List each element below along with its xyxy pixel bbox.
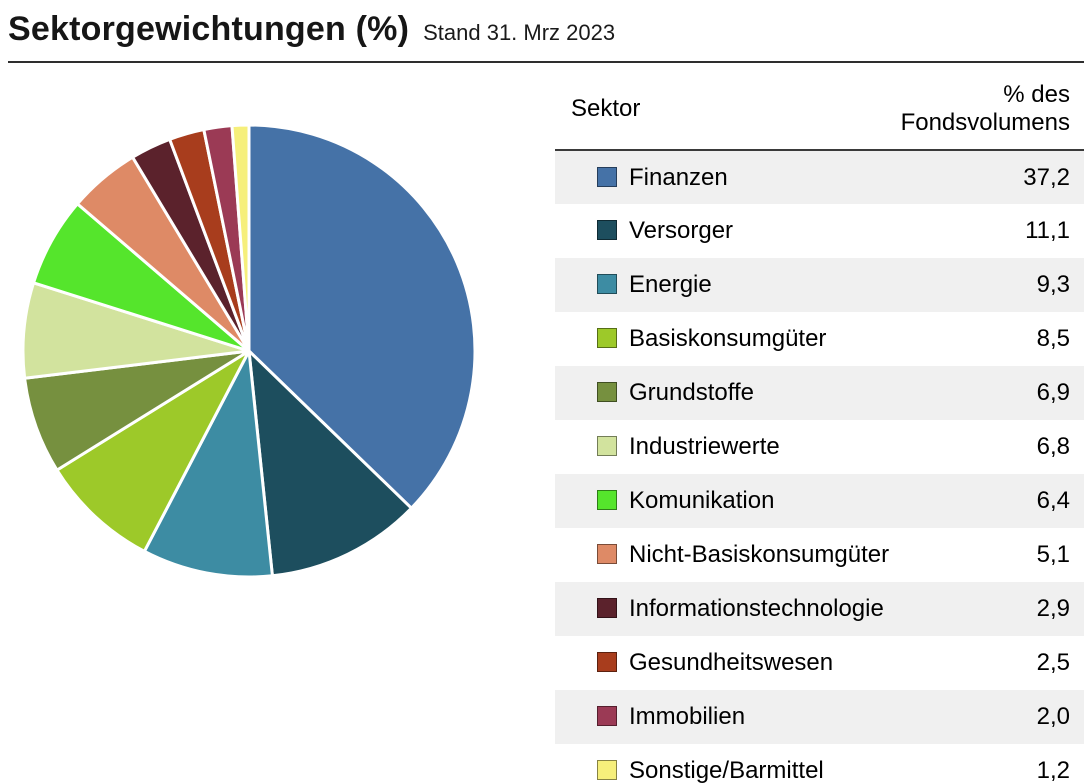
sector-value: 6,4 — [1036, 487, 1070, 514]
table-row: Komunikation 6,4 — [555, 474, 1084, 528]
page-subtitle: Stand 31. Mrz 2023 — [423, 20, 616, 45]
header-divider — [8, 61, 1084, 63]
legend-swatch — [597, 328, 617, 348]
sector-value: 2,0 — [1036, 703, 1070, 730]
sector-value: 5,1 — [1036, 541, 1070, 568]
sector-cell: Komunikation — [555, 474, 890, 528]
legend-swatch — [597, 652, 617, 672]
sector-name: Sonstige/Barmittel — [629, 757, 824, 783]
sector-name: Basiskonsumgüter — [629, 325, 827, 352]
table-row: Versorger 11,1 — [555, 204, 1084, 258]
sector-table-head: Sektor % des Fondsvolumens — [555, 80, 1084, 151]
sector-value: 6,8 — [1036, 433, 1070, 460]
table-row: Basiskonsumgüter 8,5 — [555, 312, 1084, 366]
pie-slice — [142, 349, 274, 579]
page-header: Sektorgewichtungen (%) Stand 31. Mrz 202… — [0, 0, 1084, 63]
sector-cell: Informationstechnologie — [555, 582, 890, 636]
legend-swatch — [597, 274, 617, 294]
sector-cell: Finanzen — [555, 150, 890, 204]
sector-name: Energie — [629, 271, 712, 298]
legend-swatch — [597, 220, 617, 240]
sector-cell: Energie — [555, 258, 890, 312]
sector-cell: Versorger — [555, 204, 890, 258]
sector-name: Komunikation — [629, 487, 775, 514]
legend-swatch — [597, 490, 617, 510]
pie-chart-container — [14, 116, 484, 586]
sector-value: 37,2 — [1023, 163, 1070, 191]
table-row: Immobilien 2,0 — [555, 690, 1084, 744]
pie-slice — [55, 349, 251, 553]
sector-value: 9,3 — [1036, 271, 1070, 298]
sector-table-container: Sektor % des Fondsvolumens Finanzen 37,2 V… — [555, 80, 1084, 783]
sector-name: Industriewerte — [629, 433, 780, 460]
sector-cell: Sonstige/Barmittel — [555, 744, 890, 783]
header-row: Sektor % des Fondsvolumens — [555, 80, 1084, 151]
sector-cell: Gesundheitswesen — [555, 636, 890, 690]
table-row: Grundstoffe 6,9 — [555, 366, 1084, 420]
legend-swatch — [597, 544, 617, 564]
table-row: Industriewerte 6,8 — [555, 420, 1084, 474]
sector-value: 2,9 — [1036, 595, 1070, 622]
table-row: Nicht-Basiskonsumgüter 5,1 — [555, 528, 1084, 582]
sector-table-body: Finanzen 37,2 Versorger 11,1 Energie 9,3 Basis… — [555, 150, 1084, 783]
sector-value: 2,5 — [1036, 649, 1070, 676]
table-row: Sonstige/Barmittel 1,2 — [555, 744, 1084, 783]
sector-name: Finanzen — [629, 163, 728, 191]
legend-swatch — [597, 706, 617, 726]
sector-cell: Immobilien — [555, 690, 890, 744]
sector-cell: Basiskonsumgüter — [555, 312, 890, 366]
legend-swatch — [597, 598, 617, 618]
legend-swatch — [597, 382, 617, 402]
sector-name: Informationstechnologie — [629, 595, 884, 622]
table-row: Energie 9,3 — [555, 258, 1084, 312]
legend-swatch — [597, 760, 617, 780]
sector-value: 6,9 — [1036, 379, 1070, 406]
sector-name: Grundstoffe — [629, 379, 754, 406]
sector-value: 1,2 — [1036, 757, 1070, 783]
sector-cell: Industriewerte — [555, 420, 890, 474]
pie-slice — [230, 123, 251, 353]
legend-swatch — [597, 166, 617, 187]
sector-name: Nicht-Basiskonsumgüter — [629, 541, 890, 568]
title-line: Sektorgewichtungen (%) Stand 31. Mrz 202… — [8, 10, 1084, 49]
column-header-sector: Sektor — [555, 80, 891, 151]
page-title: Sektorgewichtungen (%) — [8, 10, 410, 48]
sector-name: Immobilien — [629, 703, 746, 730]
table-row: Finanzen 37,2 — [555, 150, 1084, 204]
sector-name: Versorger — [629, 217, 734, 244]
column-header-value: % des Fondsvolumens — [890, 80, 1084, 151]
sector-name: Gesundheitswesen — [629, 649, 834, 676]
sector-value: 11,1 — [1025, 217, 1070, 244]
pie-slice — [247, 123, 477, 510]
table-row: Informationstechnologie 2,9 — [555, 582, 1084, 636]
sector-cell: Grundstoffe — [555, 366, 890, 420]
sector-value: 8,5 — [1036, 325, 1070, 352]
pie-chart — [21, 123, 477, 579]
legend-swatch — [597, 436, 617, 456]
table-row: Gesundheitswesen 2,5 — [555, 636, 1084, 690]
sector-cell: Nicht-Basiskonsumgüter — [555, 528, 890, 582]
pie-slice — [247, 349, 413, 578]
sector-table: Sektor % des Fondsvolumens Finanzen 37,2 V… — [555, 80, 1084, 783]
